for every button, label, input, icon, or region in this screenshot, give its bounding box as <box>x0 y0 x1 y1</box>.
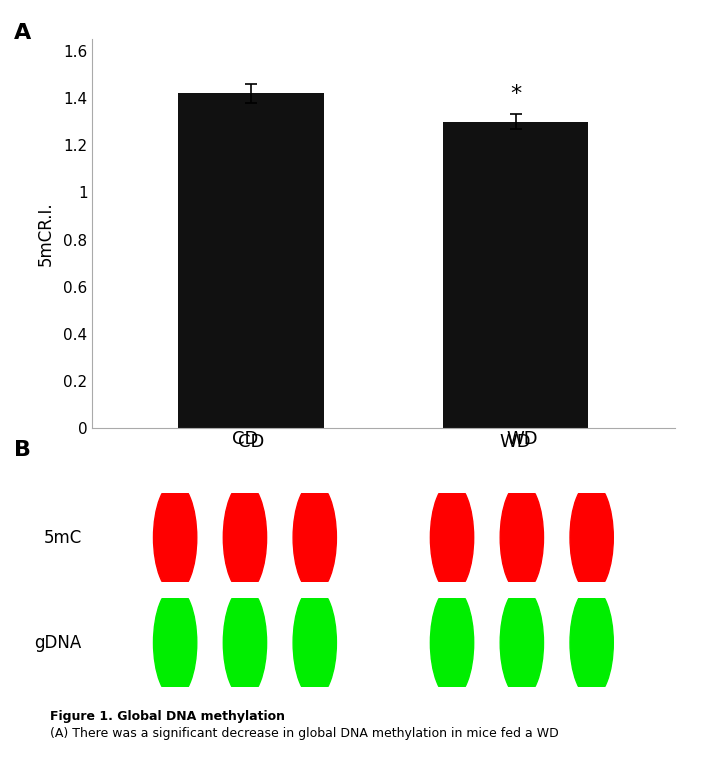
Text: A: A <box>14 23 31 44</box>
Ellipse shape <box>430 482 474 593</box>
Text: CD: CD <box>231 430 258 448</box>
Ellipse shape <box>512 513 532 562</box>
Bar <box>178 93 324 428</box>
Ellipse shape <box>235 618 255 668</box>
Text: *: * <box>510 84 521 104</box>
Ellipse shape <box>235 513 255 562</box>
Ellipse shape <box>430 587 474 698</box>
Text: 5mC: 5mC <box>43 528 82 547</box>
Ellipse shape <box>501 482 543 593</box>
Ellipse shape <box>165 513 185 562</box>
Ellipse shape <box>165 618 185 668</box>
Ellipse shape <box>442 618 462 668</box>
Text: gDNA: gDNA <box>34 633 82 652</box>
Ellipse shape <box>224 482 266 593</box>
Ellipse shape <box>501 587 543 698</box>
Ellipse shape <box>305 513 324 562</box>
Ellipse shape <box>293 587 337 698</box>
Ellipse shape <box>582 513 601 562</box>
Text: WD: WD <box>506 430 537 448</box>
Ellipse shape <box>582 618 601 668</box>
Ellipse shape <box>153 587 197 698</box>
Ellipse shape <box>570 482 613 593</box>
Text: (A) There was a significant decrease in global DNA methylation in mice fed a WD: (A) There was a significant decrease in … <box>50 727 559 740</box>
Ellipse shape <box>512 618 532 668</box>
Text: Figure 1. Global DNA methylation: Figure 1. Global DNA methylation <box>50 710 285 724</box>
Ellipse shape <box>570 587 613 698</box>
Ellipse shape <box>224 587 266 698</box>
Ellipse shape <box>442 513 462 562</box>
Y-axis label: 5mCR.I.: 5mCR.I. <box>37 202 55 266</box>
Text: B: B <box>14 440 31 460</box>
Bar <box>443 122 589 428</box>
Ellipse shape <box>293 482 337 593</box>
Ellipse shape <box>153 482 197 593</box>
Ellipse shape <box>305 618 324 668</box>
